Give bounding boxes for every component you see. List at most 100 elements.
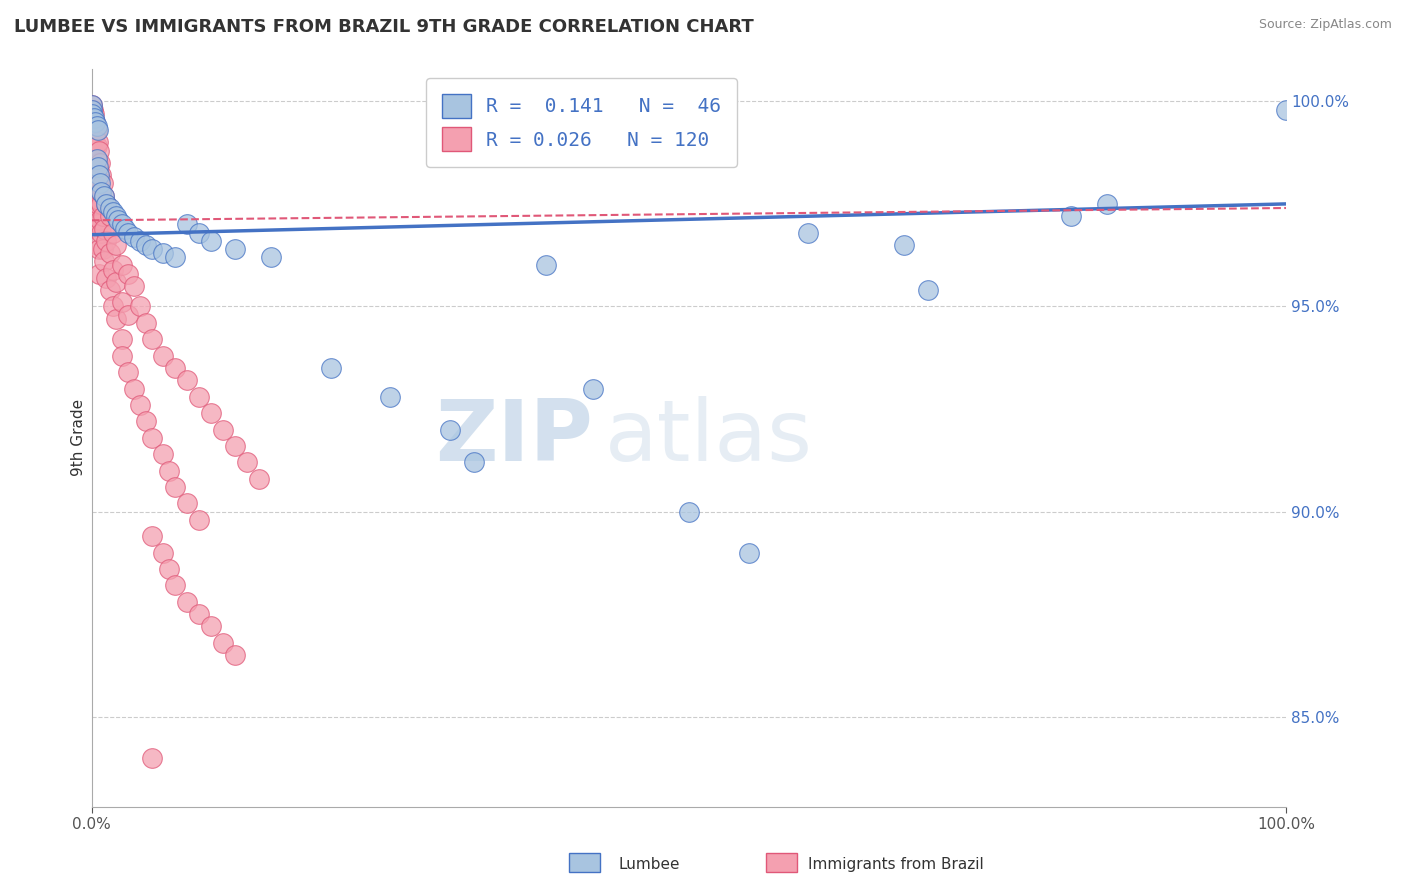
Point xyxy=(82,177,104,191)
Point xyxy=(91,177,114,191)
Point xyxy=(83,144,105,158)
Point xyxy=(212,636,235,650)
Point xyxy=(82,152,104,166)
Point xyxy=(165,578,187,592)
Point xyxy=(128,398,150,412)
Point xyxy=(80,144,103,158)
Point xyxy=(117,267,139,281)
Text: Immigrants from Brazil: Immigrants from Brazil xyxy=(808,857,984,872)
Point xyxy=(80,152,103,166)
Point xyxy=(141,242,163,256)
Point xyxy=(89,185,111,199)
Point xyxy=(1060,209,1083,223)
Point xyxy=(247,472,270,486)
Point xyxy=(87,156,110,170)
Point xyxy=(84,213,107,227)
Point xyxy=(80,103,103,117)
Point xyxy=(82,193,104,207)
Point xyxy=(152,246,174,260)
Text: LUMBEE VS IMMIGRANTS FROM BRAZIL 9TH GRADE CORRELATION CHART: LUMBEE VS IMMIGRANTS FROM BRAZIL 9TH GRA… xyxy=(14,18,754,36)
Point xyxy=(84,127,107,141)
Point xyxy=(84,115,107,129)
Point xyxy=(200,406,222,420)
Point xyxy=(141,332,163,346)
Point xyxy=(122,279,145,293)
Point xyxy=(141,750,163,764)
Point xyxy=(86,156,108,170)
Point xyxy=(82,119,104,133)
Point xyxy=(117,365,139,379)
Point xyxy=(135,316,157,330)
Point xyxy=(80,139,103,153)
Point xyxy=(797,226,820,240)
Point xyxy=(80,156,103,170)
Point xyxy=(83,180,105,194)
Point xyxy=(98,201,121,215)
Point xyxy=(103,300,125,314)
Point xyxy=(90,226,112,240)
Point xyxy=(84,115,107,129)
Point xyxy=(111,218,134,232)
Point xyxy=(107,213,129,227)
Point xyxy=(89,156,111,170)
Point xyxy=(80,106,103,120)
Point xyxy=(224,648,246,663)
Point xyxy=(87,242,110,256)
Point xyxy=(122,382,145,396)
Point xyxy=(83,193,105,207)
Point xyxy=(236,455,259,469)
Point xyxy=(224,439,246,453)
Point xyxy=(141,529,163,543)
Point xyxy=(87,238,110,252)
Point xyxy=(87,218,110,232)
Point xyxy=(917,283,939,297)
Point xyxy=(80,123,103,137)
Point xyxy=(93,254,115,268)
Point xyxy=(678,505,700,519)
Point xyxy=(200,234,222,248)
Point xyxy=(260,250,283,264)
Point xyxy=(83,168,105,182)
Point xyxy=(200,619,222,633)
Point xyxy=(157,562,180,576)
Point xyxy=(80,147,103,161)
Point xyxy=(82,127,104,141)
Point xyxy=(152,447,174,461)
Point xyxy=(176,496,198,510)
Point xyxy=(94,197,117,211)
Point xyxy=(86,139,108,153)
Point xyxy=(91,209,114,223)
Point xyxy=(94,270,117,285)
Point xyxy=(157,464,180,478)
Text: atlas: atlas xyxy=(606,396,813,479)
Point xyxy=(82,144,104,158)
Point xyxy=(176,595,198,609)
Point xyxy=(86,172,108,186)
Point xyxy=(89,213,111,227)
Point xyxy=(91,242,114,256)
Point xyxy=(103,205,125,219)
Point xyxy=(87,177,110,191)
Point xyxy=(439,423,461,437)
Point xyxy=(82,185,104,199)
Point xyxy=(83,205,105,219)
Point xyxy=(90,197,112,211)
Point xyxy=(111,259,134,273)
Point xyxy=(111,349,134,363)
Point xyxy=(87,144,110,158)
Point xyxy=(104,238,127,252)
Point xyxy=(86,188,108,202)
Point xyxy=(87,193,110,207)
Point xyxy=(98,209,121,223)
Point xyxy=(80,131,103,145)
Point xyxy=(128,234,150,248)
Point xyxy=(87,218,110,232)
Point xyxy=(82,160,104,174)
Point xyxy=(111,295,134,310)
Point xyxy=(87,168,110,182)
Point xyxy=(103,226,125,240)
Point xyxy=(893,238,915,252)
Point xyxy=(94,197,117,211)
Point xyxy=(152,349,174,363)
Point xyxy=(224,242,246,256)
